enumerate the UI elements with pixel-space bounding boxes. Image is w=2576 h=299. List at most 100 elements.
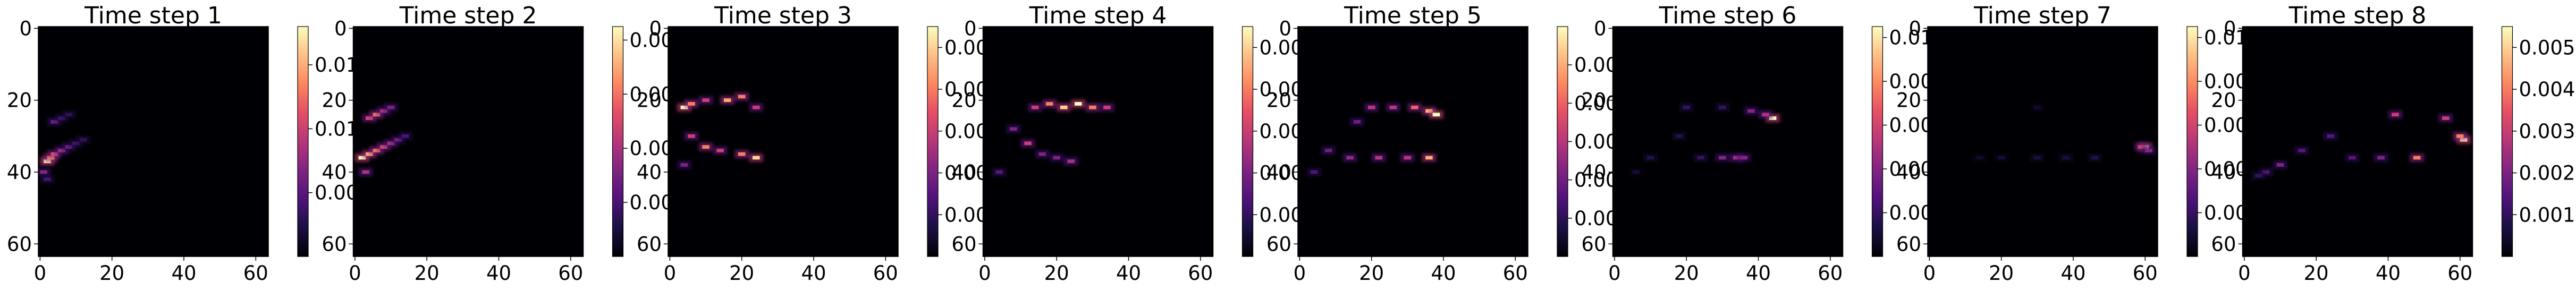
y-tick-label: 60	[951, 233, 976, 255]
axes-frame	[2242, 26, 2473, 257]
heatmap-cell	[1010, 127, 1017, 131]
y-tick-label: 0	[1908, 17, 1921, 40]
colorbar-tick-label: 0.002	[2519, 162, 2575, 185]
heatmap-cells	[1972, 103, 2156, 163]
y-tick-label: 0	[2224, 17, 2236, 40]
x-tick-label: 0	[978, 262, 991, 285]
heatmap-cell	[1375, 156, 1382, 160]
x-tick-label: 20	[729, 262, 754, 285]
x-tick-label: 60	[1503, 262, 1528, 285]
y-tick-label: 20	[1581, 89, 1606, 112]
heatmap-cell	[1646, 156, 1654, 160]
heatmap-cell	[44, 177, 51, 181]
y-tick-label: 60	[637, 233, 662, 255]
colorbar-tick-label: 0.003	[2519, 120, 2575, 143]
heatmap-panel-3: Time step 30 20 40 6002040600.0010.0020.003…	[637, 2, 1001, 285]
y-tick-label: 60	[2211, 233, 2236, 255]
heatmap-cells	[38, 110, 91, 184]
x-tick-label: 0	[664, 262, 677, 285]
heatmap-cell	[723, 98, 731, 102]
y-tick-label: 40	[322, 161, 347, 184]
y-tick-label: 0	[1279, 17, 1291, 40]
y-tick-label: 0	[334, 17, 347, 40]
axes-frame	[352, 26, 584, 257]
heatmap-image	[1612, 27, 1843, 257]
y-tick-label: 60	[322, 233, 347, 255]
colorbar	[297, 26, 309, 257]
heatmap-image	[1298, 27, 1528, 257]
heatmap-cell	[752, 156, 760, 160]
heatmap-cell	[1976, 156, 1983, 160]
heatmap-cell	[1060, 105, 1068, 109]
colorbar-tick-label: 0.004	[2519, 78, 2575, 101]
y-tick-label: 20	[322, 89, 347, 112]
heatmap-cell	[688, 134, 695, 138]
y-tick-label: 20	[2211, 89, 2236, 112]
heatmap-cell	[2091, 156, 2099, 160]
x-tick-label: 0	[34, 262, 47, 285]
axes-frame	[982, 26, 1214, 257]
y-tick-label: 0	[964, 17, 977, 40]
y-tick-label: 40	[951, 161, 976, 184]
x-tick-label: 60	[1188, 262, 1213, 285]
heatmap-cell	[2276, 163, 2284, 167]
heatmap-panel-4: Time step 40 20 40 6002040600.0010.0020.003…	[951, 2, 1315, 285]
panel-title: Time step 5	[1344, 2, 1482, 29]
heatmap-cell	[702, 98, 710, 102]
heatmap-cells	[992, 99, 1114, 177]
y-tick-label: 60	[1581, 233, 1606, 255]
y-tick-label: 60	[7, 233, 32, 255]
x-tick-label: 20	[1989, 262, 2014, 285]
heatmap-cell	[1997, 156, 2005, 160]
x-tick-label: 40	[2376, 262, 2401, 285]
y-tick-label: 60	[1896, 233, 1921, 255]
x-tick-label: 40	[171, 262, 196, 285]
colorbar	[1871, 26, 1884, 257]
heatmap-cell	[1389, 105, 1397, 109]
heatmap-cell	[1089, 105, 1096, 109]
heatmap-cell	[387, 105, 395, 109]
x-tick-label: 40	[801, 262, 826, 285]
y-tick-label: 0	[19, 17, 32, 40]
heatmap-cells	[677, 92, 764, 169]
heatmap-panel-6: Time step 60 20 40 6002040600.0020.0040.006…	[1581, 2, 1945, 285]
heatmap-cell	[702, 145, 710, 149]
colorbar	[2186, 26, 2198, 257]
y-tick-label: 20	[1896, 89, 1921, 112]
heatmap-cell	[1404, 156, 1412, 160]
heatmap-cell	[2255, 174, 2262, 178]
panel-title: Time step 7	[1973, 2, 2112, 29]
axes-frame	[38, 26, 269, 257]
panel-title: Time step 6	[1659, 2, 1797, 29]
heatmap-cell	[2442, 116, 2450, 120]
x-tick-label: 0	[1608, 262, 1621, 285]
y-tick-label: 0	[1594, 17, 1607, 40]
heatmap-cell	[1346, 156, 1354, 160]
heatmap-cell	[401, 134, 409, 138]
heatmap-image	[983, 27, 1213, 257]
y-tick-label: 20	[951, 89, 976, 112]
heatmap-cell	[2413, 156, 2421, 160]
x-tick-label: 0	[349, 262, 361, 285]
x-tick-label: 20	[99, 262, 124, 285]
heatmap-cell	[1031, 105, 1039, 109]
y-tick-label: 20	[637, 89, 662, 112]
colorbar-tick-label: 0.001	[2519, 203, 2575, 226]
heatmap-cell	[688, 102, 695, 106]
heatmap-cell	[2298, 149, 2305, 152]
x-tick-label: 60	[243, 262, 268, 285]
colorbar	[2501, 26, 2513, 257]
heatmap-cell	[995, 170, 1003, 174]
heatmap-cell	[1425, 156, 1433, 160]
heatmap-cell	[1367, 105, 1375, 109]
panel-title: Time step 2	[399, 2, 537, 29]
x-tick-label: 60	[2447, 262, 2472, 285]
heatmap-cell	[738, 152, 746, 156]
heatmap-cell	[1697, 156, 1705, 160]
axes-frame	[1297, 26, 1528, 257]
panel-title: Time step 8	[2288, 2, 2427, 29]
heatmap-cell	[1411, 105, 1418, 109]
x-tick-label: 20	[415, 262, 440, 285]
x-tick-label: 40	[486, 262, 511, 285]
